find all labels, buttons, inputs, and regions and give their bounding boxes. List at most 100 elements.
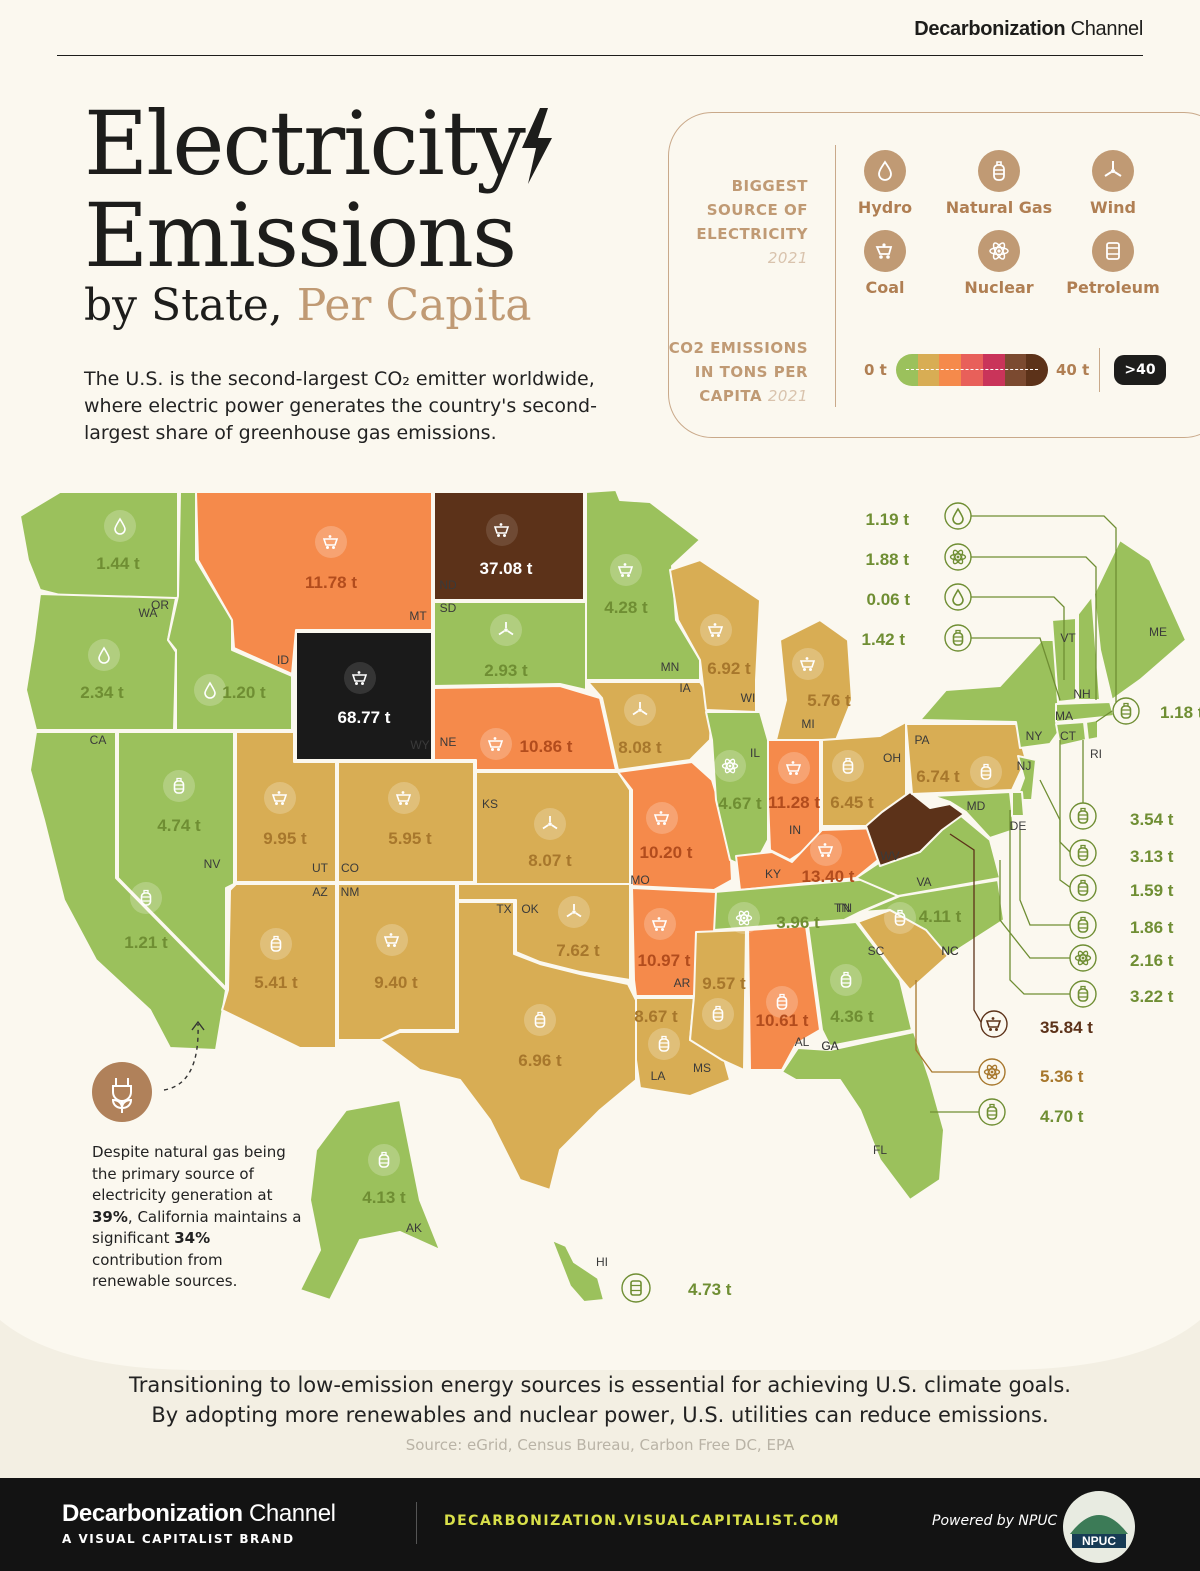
gas-canister-icon xyxy=(993,161,1005,181)
top-rule xyxy=(57,55,1143,56)
hi-abbrev: HI xyxy=(596,1255,608,1269)
title-line-3: by State, Per Capita xyxy=(84,280,532,331)
co-abbrev: CO xyxy=(341,861,359,875)
legend-divider xyxy=(835,145,836,407)
ut-abbrev: UT xyxy=(312,861,329,875)
sc-nuclear-icon xyxy=(978,1058,1006,1086)
ok-wind-icon xyxy=(558,896,590,928)
nv-value: 4.74 t xyxy=(157,816,201,835)
footer-bar xyxy=(0,1478,1200,1571)
state-nm xyxy=(337,883,457,1041)
ri-leader-line xyxy=(1095,710,1113,723)
lightning-bolt-icon xyxy=(521,108,552,184)
ut-value: 9.95 t xyxy=(263,829,307,848)
state-ct xyxy=(1055,721,1087,747)
state-ok xyxy=(457,883,631,981)
footer-sub-brand: A VISUAL CAPITALIST BRAND xyxy=(62,1532,295,1546)
footer-url-link[interactable]: DECARBONIZATION.VISUALCAPITALIST.COM xyxy=(444,1513,840,1529)
ca-abbrev: CA xyxy=(90,733,107,747)
us-states-map: 1.44 t 2.34 t 1.20 t 11.78 t 37.08 t 2.93 t 4.… xyxy=(19,489,1200,1303)
legend-natural-gas: Natural Gas xyxy=(944,150,1054,217)
ks-abbrev: KS xyxy=(482,797,498,811)
co-coal-icon xyxy=(388,782,420,814)
al-value: 10.61 t xyxy=(756,1011,809,1030)
state-ne xyxy=(433,685,617,771)
ga-abbrev: GA xyxy=(821,1039,838,1053)
ny-value: 3.22 t xyxy=(1130,987,1174,1006)
legend-nuclear: Nuclear xyxy=(944,230,1054,297)
sc-abbrev: SC xyxy=(868,944,885,958)
ky-value: 13.40 t xyxy=(802,867,855,886)
state-de xyxy=(1011,791,1025,817)
az-value: 5.41 t xyxy=(254,973,298,992)
ak-gas-icon xyxy=(368,1144,400,1176)
nv-abbrev: NV xyxy=(204,857,221,871)
ms-value: 9.57 t xyxy=(702,974,746,993)
nc-abbrev: NC xyxy=(941,944,959,958)
scale-min-label: 0 t xyxy=(864,361,887,379)
mo-value: 10.20 t xyxy=(640,843,693,862)
state-ut xyxy=(235,731,337,883)
tx-gas-icon xyxy=(524,1004,556,1036)
nc-gas-icon xyxy=(884,902,916,934)
tn-abbrev: TN xyxy=(836,901,852,915)
state-me xyxy=(1093,539,1187,701)
legend-wind: Wind xyxy=(1058,150,1168,217)
tn-abbrev: TN xyxy=(834,901,850,915)
fl-gas-icon xyxy=(978,1098,1006,1126)
state-nd xyxy=(433,491,585,601)
md-gas-icon xyxy=(1069,911,1097,939)
wi-value: 6.92 t xyxy=(707,659,751,678)
ma-abbrev: MA xyxy=(1055,709,1073,723)
california-note: Despite natural gas being the primary so… xyxy=(92,1143,302,1290)
in-coal-icon xyxy=(778,752,810,784)
mi-abbrev: MI xyxy=(801,717,814,731)
scale-separator xyxy=(1099,348,1100,392)
wy-abbrev: WY xyxy=(410,738,429,752)
me-abbrev: ME xyxy=(1149,625,1167,639)
ar-abbrev: AR xyxy=(674,976,691,990)
source-text: Source: eGrid, Census Bureau, Carbon Fre… xyxy=(405,1436,795,1454)
tn-value: 3.96 t xyxy=(776,913,820,932)
footer-divider xyxy=(416,1502,417,1544)
ia-value: 8.08 t xyxy=(618,738,662,757)
sd-value: 2.93 t xyxy=(484,661,528,680)
sd-wind-icon xyxy=(490,614,522,646)
co-value: 5.95 t xyxy=(388,829,432,848)
id-value: 1.20 t xyxy=(222,683,266,702)
ny-abbrev: NY xyxy=(1026,729,1043,743)
mi-coal-icon xyxy=(792,648,824,680)
title-line-1: Electricity xyxy=(84,100,556,188)
ok-abbrev: OK xyxy=(521,902,538,916)
state-ms xyxy=(689,929,747,1071)
state-mt xyxy=(195,491,433,675)
ma-leader-line xyxy=(970,637,1061,701)
mn-coal-icon xyxy=(610,554,642,586)
ia-abbrev: IA xyxy=(679,681,690,695)
mo-abbrev: MO xyxy=(630,873,649,887)
brand-logo-top: Decarbonization Channel xyxy=(914,18,1143,40)
state-ak xyxy=(299,1099,441,1301)
state-nj xyxy=(1015,755,1037,801)
or-abbrev: OR xyxy=(151,598,169,612)
state-ks xyxy=(475,771,631,885)
il-value: 4.67 t xyxy=(718,794,762,813)
state-mo xyxy=(617,761,733,891)
la-abbrev: LA xyxy=(651,1069,666,1083)
fl-abbrev: FL xyxy=(873,1143,887,1157)
ks-value: 8.07 t xyxy=(528,851,572,870)
mt-coal-icon xyxy=(315,526,347,558)
nm-coal-icon xyxy=(376,924,408,956)
droplet-icon xyxy=(878,160,892,181)
wv-abbrev: WV xyxy=(880,849,899,863)
ny-gas-icon xyxy=(1069,980,1097,1008)
ri-value: 1.18 t xyxy=(1160,703,1200,722)
legend-coal: Coal xyxy=(830,230,940,297)
state-al xyxy=(747,925,821,1071)
ri-abbrev: RI xyxy=(1090,747,1102,761)
az-gas-icon xyxy=(260,928,292,960)
al-abbrev: AL xyxy=(795,1035,810,1049)
ca-value: 1.21 t xyxy=(124,933,168,952)
nd-value: 37.08 t xyxy=(480,559,533,578)
de-value: 1.59 t xyxy=(1130,881,1174,900)
